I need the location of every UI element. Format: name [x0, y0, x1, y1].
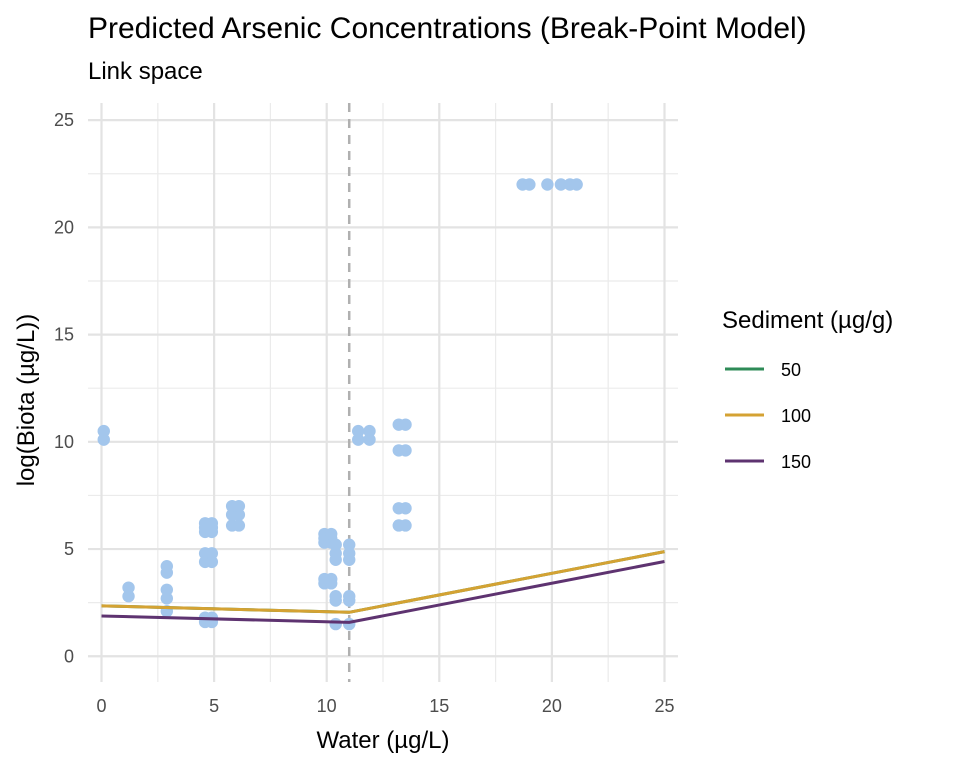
y-tick-label: 5	[64, 539, 74, 559]
data-point	[399, 444, 412, 457]
data-point	[205, 517, 219, 530]
data-point	[97, 424, 110, 438]
data-point	[352, 424, 365, 438]
data-point	[329, 590, 342, 603]
data-point	[343, 590, 356, 603]
data-point	[232, 508, 246, 521]
data-point	[232, 499, 246, 513]
chart-subtitle: Link space	[88, 58, 203, 85]
data-point	[523, 178, 536, 191]
data-point	[160, 583, 174, 596]
x-axis-title: Water (µg/L)	[317, 727, 450, 754]
data-point	[570, 178, 583, 191]
data-point	[205, 547, 219, 560]
chart-title: Predicted Arsenic Concentrations (Break-…	[88, 12, 807, 45]
legend-label-50: 50	[781, 360, 801, 380]
data-point	[343, 547, 356, 560]
grid-major	[88, 103, 678, 682]
data-point	[122, 590, 135, 603]
data-point	[554, 178, 568, 191]
y-tick-label: 25	[54, 110, 74, 130]
x-tick-label: 25	[654, 696, 674, 716]
y-tick-label: 10	[54, 432, 74, 452]
data-point	[363, 424, 376, 438]
y-axis-title: log(Biota (µg/L))	[13, 314, 40, 487]
data-point	[329, 547, 342, 560]
data-point	[399, 519, 412, 532]
data-point	[352, 433, 365, 446]
data-point	[122, 581, 135, 594]
data-point	[329, 617, 342, 631]
data-point	[205, 555, 219, 569]
data-point	[97, 433, 110, 446]
series-line-150	[101, 560, 665, 624]
data-point	[329, 538, 342, 551]
legend-label-150: 150	[781, 452, 811, 472]
data-point	[363, 433, 376, 446]
y-axis-ticks: 0 5 10 15 20 25	[54, 110, 74, 666]
data-point	[325, 527, 338, 541]
y-tick-label: 20	[54, 217, 74, 237]
data-point	[343, 538, 356, 551]
x-tick-label: 5	[209, 696, 219, 716]
data-point	[541, 178, 554, 191]
y-tick-label: 0	[64, 646, 74, 666]
data-point	[232, 519, 246, 532]
data-point	[399, 418, 412, 431]
data-point	[160, 560, 174, 573]
y-tick-label: 15	[54, 325, 74, 345]
points-layer	[97, 178, 583, 631]
series-line-100	[101, 550, 665, 614]
grid-minor	[88, 103, 678, 682]
data-point	[399, 502, 412, 515]
x-tick-label: 15	[429, 696, 449, 716]
x-axis-ticks: 0 5 10 15 20 25	[97, 696, 675, 716]
x-tick-label: 20	[542, 696, 562, 716]
legend-label-100: 100	[781, 406, 811, 426]
lines-layer	[101, 550, 665, 624]
data-point	[343, 617, 356, 631]
x-tick-label: 10	[317, 696, 337, 716]
data-point	[160, 592, 174, 605]
legend: Sediment (µg/g) 50 100 150	[722, 307, 893, 472]
x-tick-label: 0	[97, 696, 107, 716]
data-point	[325, 572, 338, 586]
legend-title: Sediment (µg/g)	[722, 307, 893, 334]
